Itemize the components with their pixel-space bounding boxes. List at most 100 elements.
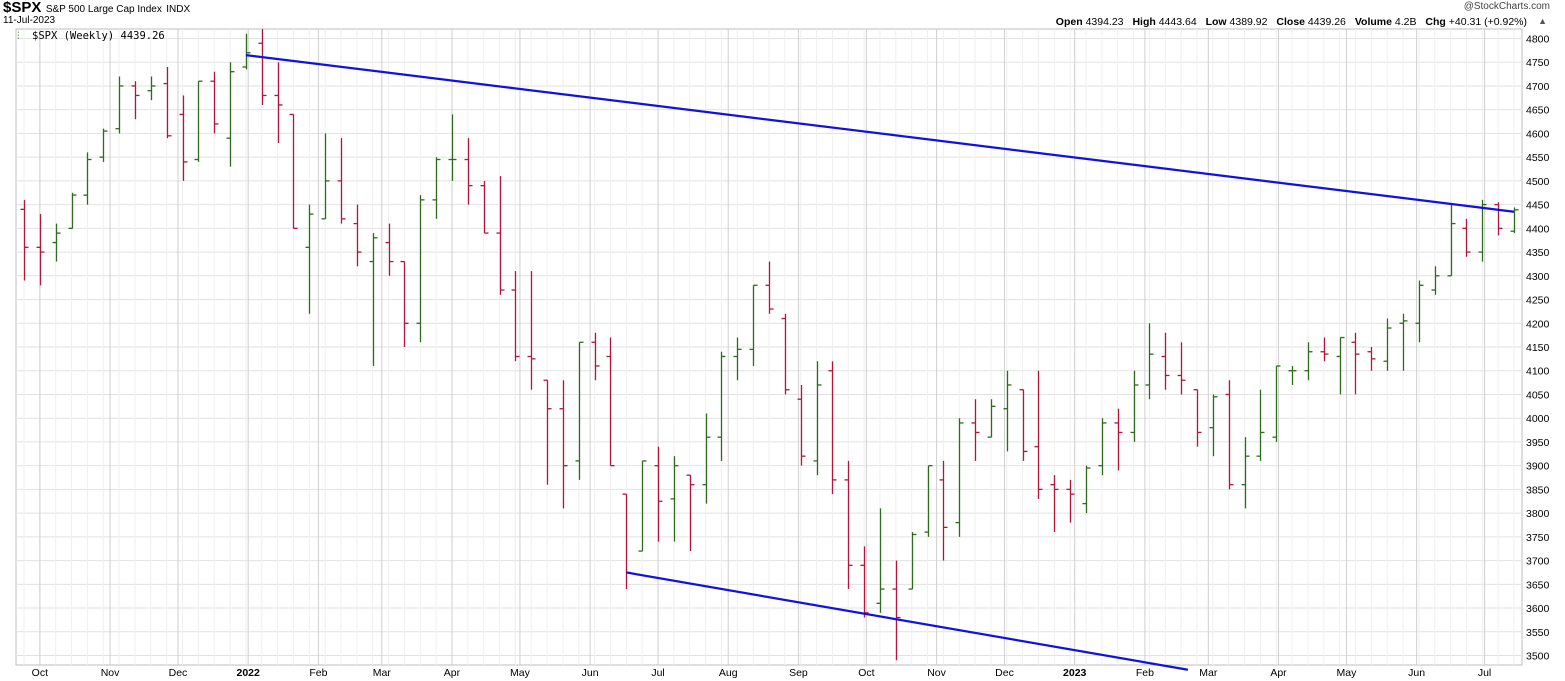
y-tick-label: 3700 xyxy=(1526,556,1550,568)
y-tick-label: 3600 xyxy=(1526,603,1550,615)
legend-text: $SPX (Weekly) 4439.26 xyxy=(32,30,165,42)
high-value: 4443.64 xyxy=(1158,16,1197,28)
ohlc-bar xyxy=(1003,370,1012,452)
ohlc-bar xyxy=(1431,266,1440,295)
y-tick-label: 4400 xyxy=(1526,223,1550,235)
ohlc-bar xyxy=(1494,202,1503,236)
ohlc-bar xyxy=(83,152,92,205)
ohlc-bar xyxy=(733,337,742,381)
expand-arrow-icon[interactable]: ▲ xyxy=(1538,16,1547,26)
y-tick-label: 3650 xyxy=(1526,579,1550,591)
x-tick-label: Jun xyxy=(1408,667,1425,679)
y-tick-label: 3900 xyxy=(1526,461,1550,473)
ohlc-bar xyxy=(226,62,235,167)
close-label: Close xyxy=(1276,16,1305,28)
ohlc-bar xyxy=(749,284,758,366)
ohlc-bar xyxy=(670,456,679,542)
x-axis: Oct Nov Dec 2022 Feb Mar Apr May Jun Jul Aug Sep Oct… xyxy=(32,667,1492,679)
y-tick-label: 4550 xyxy=(1526,152,1550,164)
y-tick-label: 4450 xyxy=(1526,200,1550,212)
ohlc-bar xyxy=(1114,408,1123,471)
y-tick-label: 3800 xyxy=(1526,508,1550,520)
x-tick-label: Mar xyxy=(373,667,392,679)
ohlc-bar xyxy=(1193,389,1202,447)
ohlc-bar xyxy=(1336,336,1345,395)
ohlc-bar xyxy=(163,66,172,139)
x-tick-label: Oct xyxy=(858,667,874,679)
x-tick-label: May xyxy=(1337,667,1358,679)
y-tick-label: 4800 xyxy=(1526,33,1550,45)
ohlc-bar xyxy=(385,223,394,276)
ohlc-bar xyxy=(654,446,663,542)
volume-value: 4.2B xyxy=(1394,16,1417,28)
ohlc-bar xyxy=(147,76,156,101)
ohlc-bar xyxy=(1272,365,1281,442)
ohlc-bar xyxy=(987,399,996,438)
ohlc-bar xyxy=(939,460,948,561)
x-tick-label: 2022 xyxy=(236,667,260,679)
ohlc-bar xyxy=(511,271,520,362)
y-tick-label: 4700 xyxy=(1526,81,1550,93)
y-tick-label: 3950 xyxy=(1526,437,1550,449)
y-tick-label: 3850 xyxy=(1526,484,1550,496)
chg-value: +40.31 (+0.92%) xyxy=(1448,16,1527,28)
x-tick-label: Dec xyxy=(169,667,188,679)
ohlc-bar xyxy=(194,80,203,162)
ohlc-bar xyxy=(606,337,615,467)
ohlc-bar xyxy=(1256,389,1265,461)
ohlc-bar xyxy=(797,384,806,466)
y-tick-label: 3500 xyxy=(1526,651,1550,663)
legend-bar-icon: ⫶ xyxy=(17,31,20,42)
ohlc-bar xyxy=(337,138,346,224)
y-tick-label: 4050 xyxy=(1526,389,1550,401)
ohlc-bar xyxy=(1415,280,1424,343)
ohlc-bar xyxy=(955,418,964,537)
ohlc-bar xyxy=(1050,475,1059,533)
ohlc-bar xyxy=(400,260,409,347)
ohlc-bar xyxy=(1066,479,1075,523)
ohlc-bar xyxy=(1478,199,1487,262)
ohlc-bar xyxy=(353,204,362,267)
y-tick-label: 4350 xyxy=(1526,247,1550,259)
ohlc-bar xyxy=(1034,370,1043,499)
ohlc-bar xyxy=(464,138,473,205)
x-tick-label: Mar xyxy=(1199,667,1218,679)
y-tick-label: 4500 xyxy=(1526,176,1550,188)
x-tick-label: 2023 xyxy=(1063,667,1087,679)
ohlc-bar xyxy=(892,560,901,661)
ohlc-bar xyxy=(1177,342,1186,395)
ohlc-bar xyxy=(496,176,505,295)
x-tick-label: Sep xyxy=(789,667,808,679)
ohlc-bar xyxy=(210,71,219,134)
ohlc-bar xyxy=(1447,204,1456,277)
ohlc-bar xyxy=(321,133,330,220)
ohlc-bar xyxy=(258,29,267,105)
ohlc-bar xyxy=(844,460,853,590)
grid-lines xyxy=(16,29,1522,665)
ohlc-bar xyxy=(1288,365,1297,385)
ohlc-bar xyxy=(1145,323,1154,400)
ohlc-bar xyxy=(274,62,283,143)
ohlc-bar xyxy=(305,204,314,314)
ohlc-bar xyxy=(1399,313,1408,371)
chart-title: $SPX S&P 500 Large Cap Index INDX xyxy=(3,0,190,17)
ohlc-bar xyxy=(68,192,77,229)
x-tick-label: Jul xyxy=(651,667,664,679)
symbol-label: $SPX xyxy=(3,0,42,16)
ohlc-bar xyxy=(781,313,790,395)
ohlc-bars xyxy=(20,29,1519,661)
open-label: Open xyxy=(1055,16,1083,28)
quote-summary: Open 4394.23 High 4443.64 Low 4389.92 Cl… xyxy=(1056,16,1527,28)
ohlc-bar xyxy=(765,261,774,314)
ohlc-bar xyxy=(1161,332,1170,390)
ohlc-bar xyxy=(242,33,251,70)
ohlc-bar xyxy=(1098,418,1107,476)
ohlc-bar xyxy=(575,341,584,480)
y-tick-label: 4100 xyxy=(1526,366,1550,378)
x-tick-label: Feb xyxy=(309,667,327,679)
y-tick-label: 4600 xyxy=(1526,128,1550,140)
trendline-lower xyxy=(626,571,1189,671)
ohlc-bar xyxy=(638,460,647,552)
ohlc-bar xyxy=(1462,218,1471,257)
